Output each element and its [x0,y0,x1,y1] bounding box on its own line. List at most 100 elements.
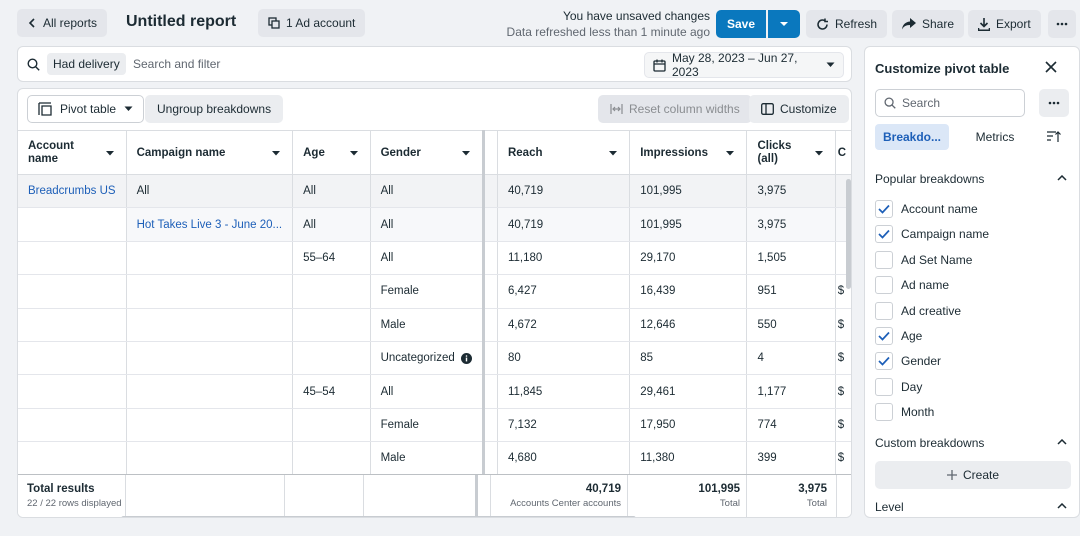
save-options-button[interactable] [768,10,800,38]
cell-gender: All [370,241,485,276]
table-row[interactable]: Male 4,672 12,646 550 $ [18,308,851,342]
date-range-picker[interactable]: May 28, 2023 – Jun 27, 2023 [644,51,844,79]
cell-campaign-name: All [126,174,294,209]
breakdown-option[interactable]: Age [875,326,922,346]
pivot-table-select[interactable]: Pivot table [27,95,145,123]
checkbox-unchecked[interactable] [875,403,893,422]
table-row[interactable]: Uncategorized 80 85 4 $ [18,341,851,376]
filter-bar: Had delivery Search and filter May 28, 2… [17,46,852,82]
column-header-account-name[interactable]: Account name [18,130,127,175]
create-breakdown-button[interactable]: Create [875,461,1071,489]
info-icon[interactable] [460,352,472,364]
close-icon[interactable] [1045,61,1057,73]
breakdown-option[interactable]: Ad name [875,275,949,295]
report-table-card: Pivot table Ungroup breakdowns Reset col… [17,88,852,518]
table-row[interactable]: 55–64 All 11,180 29,170 1,505 [18,241,851,276]
cell-gender: Male [370,308,485,342]
more-horizontal-icon [1056,22,1068,26]
search-and-filter-input[interactable]: Search and filter [133,57,221,71]
ungroup-breakdowns-button[interactable]: Ungroup breakdowns [145,95,284,123]
filter-chip-had-delivery[interactable]: Had delivery [47,53,126,75]
breakdown-option[interactable]: Account name [875,199,978,219]
breakdown-option[interactable]: Month [875,402,934,422]
tab-metrics[interactable]: Metrics [975,130,1015,144]
caret-down-icon[interactable] [722,145,738,161]
table-row[interactable]: Male 4,680 11,380 399 $ [18,441,851,476]
caret-down-icon[interactable] [811,145,827,161]
panel-more-button[interactable] [1039,89,1069,117]
breakdown-option[interactable]: Ad creative [875,301,961,321]
chevron-up-icon[interactable] [1057,503,1067,509]
chevron-up-icon[interactable] [1057,175,1067,181]
table-row[interactable]: Hot Takes Live 3 - June 20... All All 40,71… [18,207,851,242]
column-header-age[interactable]: Age [292,130,371,175]
export-button[interactable]: Export [968,10,1041,38]
cell-age [292,274,371,309]
breakdown-option[interactable]: Ad Set Name [875,250,972,270]
chevron-left-icon [27,18,37,28]
column-header-impressions[interactable]: Impressions [629,130,748,175]
breakdown-option[interactable]: Campaign name [875,224,989,244]
frozen-divider [483,174,498,209]
total-impressions: 101,995 [698,483,740,495]
table-row[interactable]: Breadcrumbs US All All All 40,719 101,995 3,97… [18,174,851,209]
cell-account-name [18,308,127,342]
checkbox-checked[interactable] [875,327,893,345]
ad-account-button[interactable]: 1 Ad account [258,9,366,37]
cell-account-name [18,274,127,309]
table-row[interactable]: 45–54 All 11,845 29,461 1,177 $ [18,374,851,409]
column-header-reach[interactable]: Reach [497,130,631,175]
refresh-label: Refresh [835,17,878,31]
breakdown-option[interactable]: Gender [875,351,941,371]
caret-down-icon[interactable] [458,145,474,161]
calendar-icon [653,59,666,72]
cell-gender: Female [370,274,485,309]
breakdown-option-label: Ad Set Name [901,252,973,267]
checkbox-unchecked[interactable] [875,377,893,396]
search-icon [884,97,896,109]
checkbox-checked[interactable] [875,352,893,371]
frozen-divider [483,241,498,276]
caret-down-icon[interactable] [268,145,284,161]
tab-breakdowns[interactable]: Breakdo... [875,124,949,150]
cell-impressions: 16,439 [629,274,748,309]
share-button[interactable]: Share [892,10,965,38]
table-row[interactable]: Female 6,427 16,439 951 $ [18,274,851,309]
caret-down-icon[interactable] [605,145,621,161]
more-options-button[interactable] [1048,10,1076,38]
column-header-gender[interactable]: Gender [370,130,485,175]
checkbox-checked[interactable] [875,225,893,244]
breakdown-option[interactable]: Day [875,377,922,397]
checkbox-checked[interactable] [875,200,893,218]
checkbox-unchecked[interactable] [875,276,893,295]
ungroup-label: Ungroup breakdowns [157,102,272,116]
column-header-clicks-all[interactable]: Clicks (all) [746,130,836,175]
cell-account-name[interactable]: Breadcrumbs US [18,174,127,209]
caret-down-icon[interactable] [346,145,362,161]
panel-search-input[interactable]: Search [875,89,1025,117]
save-button[interactable]: Save [716,10,766,38]
frozen-divider [483,408,498,443]
check-icon [878,204,890,214]
customize-button[interactable]: Customize [749,95,849,123]
refresh-button[interactable]: Refresh [806,10,888,38]
checkbox-unchecked[interactable] [875,301,893,320]
caret-down-icon[interactable] [102,145,118,161]
table-row[interactable]: Female 7,132 17,950 774 $ [18,408,851,443]
cell-campaign-name [126,274,294,309]
column-header-campaign-name[interactable]: Campaign name [126,130,294,175]
reset-column-widths-button[interactable]: Reset column widths [598,95,752,123]
checkbox-unchecked[interactable] [875,250,893,269]
column-header-truncated[interactable]: C [835,130,851,175]
sort-icon[interactable] [1047,131,1061,143]
all-reports-button[interactable]: All reports [17,9,108,37]
vertical-scrollbar[interactable] [846,179,851,289]
cell-impressions: 29,170 [629,241,748,276]
cell-campaign-name[interactable]: Hot Takes Live 3 - June 20... [126,207,294,242]
frozen-divider [483,308,498,342]
breakdown-option-label: Account name [901,202,978,216]
cell-campaign-name [126,241,294,276]
chevron-up-icon[interactable] [1057,439,1067,445]
caret-down-icon [826,62,835,68]
horizontal-scrollbar[interactable] [121,516,636,517]
